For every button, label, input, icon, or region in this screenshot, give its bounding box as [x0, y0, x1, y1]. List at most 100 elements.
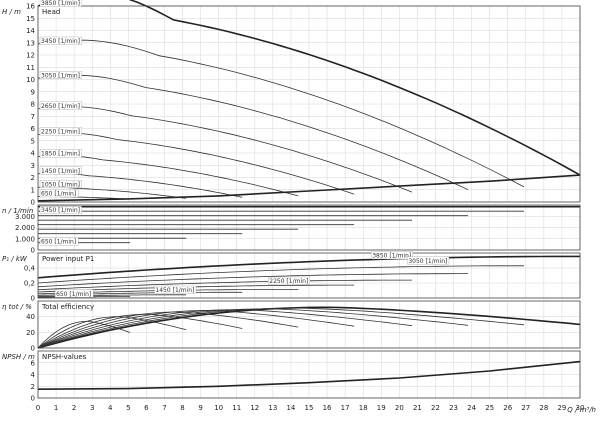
y-tick-label: 6 [31, 359, 36, 367]
x-tick-label: 26 [503, 404, 512, 412]
head-curve-2650 [37, 106, 413, 193]
x-tick-label: 17 [341, 404, 350, 412]
y-tick-label: 14 [26, 27, 35, 35]
efficiency-curve-3 [37, 309, 413, 349]
head-curve-label-1450: 1450 [1/min] [41, 168, 80, 175]
head-curve-label-2250-bg [39, 127, 82, 136]
efficiency-curve-8 [37, 321, 131, 349]
panel-title-efficiency: Total efficiency [41, 303, 94, 311]
head-curve-label-1850: 1850 [1/min] [41, 151, 80, 158]
y-tick-label: 7 [31, 113, 35, 121]
y-tick-label: 8 [31, 101, 35, 109]
x-tick-label: 20 [395, 404, 404, 412]
y-tick-label: 13 [26, 39, 35, 47]
power-label-2: 2250 [1/min] [269, 278, 308, 285]
y-tick-label: 6 [31, 125, 36, 133]
head-curve-label-3450-bg [39, 36, 82, 45]
efficiency-curve-7 [37, 316, 187, 349]
power-label-2-bg [268, 276, 311, 285]
x-tick-label: 24 [467, 404, 476, 412]
panel-title-npsh: NPSH-values [42, 353, 87, 361]
x-tick-label: 21 [413, 404, 422, 412]
y-tick-label: 0 [31, 295, 35, 303]
x-tick-label: 2 [72, 404, 76, 412]
y-tick-label: 2 [31, 174, 35, 182]
series-layer [37, 0, 581, 390]
efficiency-curve-5 [37, 311, 299, 349]
x-tick-label: 6 [144, 404, 149, 412]
head-curve-label-2250: 2250 [1/min] [41, 129, 80, 136]
x-tick-label: 1 [54, 404, 58, 412]
x-tick-label: 11 [232, 404, 241, 412]
panel-frame-speed [37, 204, 581, 251]
x-tick-label: 28 [539, 404, 548, 412]
y-tick-label: 0,2 [24, 280, 35, 288]
x-tick-label: 10 [214, 404, 223, 412]
head-curve-3450 [37, 39, 525, 188]
y-tick-label: 1.000 [15, 235, 35, 243]
panel-frame-head [37, 5, 581, 203]
power-curve-3 [37, 279, 412, 291]
x-tick-label: 12 [250, 404, 259, 412]
power-label-0-bg [371, 251, 413, 260]
efficiency-curve-0 [37, 306, 581, 349]
head-curve-2250 [37, 132, 355, 195]
power-label-4: 650 [1/min] [56, 291, 91, 298]
x-tick-label: 19 [377, 404, 386, 412]
x-tick-label: 9 [198, 404, 202, 412]
panel-title-head: Head [42, 8, 60, 16]
x-tick-label: 8 [180, 404, 184, 412]
power-label-3: 1450 [1/min] [155, 287, 194, 294]
y-axis-label-npsh: NPSH / m [2, 353, 35, 361]
head-curve-label-3850-bg [39, 0, 82, 7]
head-curve-label-3050: 3050 [1/min] [41, 72, 80, 79]
y-axis-label-power: P₁ / kW [2, 255, 28, 263]
head-curve-label-650: 650 [1/min] [41, 190, 76, 197]
x-tick-label: 30 [576, 404, 585, 412]
y-tick-label: 0 [31, 345, 35, 353]
y-axis-label-speed: n / 1/min [2, 207, 33, 215]
y-tick-label: 3.000 [15, 213, 35, 221]
x-tick-label: 3 [90, 404, 94, 412]
head-curve-label-650-bg [39, 189, 79, 198]
y-tick-label: 15 [26, 15, 35, 23]
head-curve-label-2650-bg [39, 101, 82, 110]
head-curve-label-3450: 3450 [1/min] [41, 38, 80, 45]
x-tick-label: 23 [449, 404, 458, 412]
panel-frame-npsh [37, 350, 581, 399]
power-curve-1 [37, 265, 524, 284]
y-tick-label: 4 [31, 371, 36, 379]
head-curve-label-3850: 3850 [1/min] [41, 0, 80, 7]
head-curve-label-1450-bg [39, 166, 82, 175]
efficiency-curve-2 [37, 308, 469, 349]
y-tick-label: 0 [31, 395, 35, 403]
x-tick-label: 25 [485, 404, 494, 412]
head-curve-label-1050: 1050 [1/min] [41, 181, 80, 188]
x-tick-label: 4 [108, 404, 113, 412]
head-limit-curve [37, 174, 581, 202]
panel-title-power: Power input P1 [42, 255, 94, 263]
power-label-3-bg [154, 285, 197, 294]
efficiency-curve-1 [37, 307, 525, 349]
head-curve-3850 [37, 0, 581, 176]
panel-frame-efficiency [37, 300, 581, 349]
y-axis-label-efficiency: η tot / % [2, 303, 32, 311]
y-tick-label: 0 [31, 199, 35, 207]
speed-label-650: 650 [1/min] [41, 239, 76, 246]
power-label-4-bg [54, 289, 94, 298]
speed-label-3450-bg [39, 206, 82, 214]
power-label-0: 3850 [1/min] [372, 253, 411, 260]
power-label-1-bg [407, 256, 450, 265]
y-axis-label-head: H / m [2, 8, 21, 16]
speed-label-650-bg [39, 237, 79, 246]
y-tick-label: 0 [31, 247, 35, 255]
y-tick-label: 2 [31, 383, 35, 391]
x-tick-label: 7 [162, 404, 166, 412]
head-curve-label-1850-bg [39, 149, 82, 158]
y-tick-label: 16 [26, 3, 35, 11]
x-tick-label: 22 [431, 404, 440, 412]
power-curve-2 [37, 273, 468, 288]
x-tick-label: 27 [521, 404, 530, 412]
y-tick-label: 12 [26, 52, 35, 60]
